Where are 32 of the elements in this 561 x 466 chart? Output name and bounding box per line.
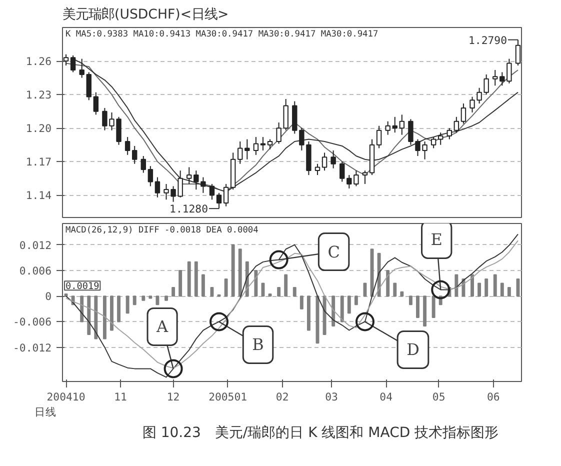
x-tick-label: 05 [432, 390, 446, 404]
x-tick-label: 02 [276, 390, 289, 404]
chart-title: 美元瑞郎(USDCHF)<日线> [62, 6, 229, 22]
y-tick-label: 1.14 [26, 189, 52, 202]
annotation: MACD(26,12,9) DIFF -0.0018 DEA 0.0004 [66, 226, 258, 236]
annotation: 1.2790 [468, 34, 507, 47]
annotation: 0.0019 [66, 281, 100, 292]
annotation: C [328, 242, 340, 262]
x-tick-label: 12 [166, 390, 180, 404]
x-axis-title: 日线 [34, 406, 56, 418]
annotation: B [252, 335, 264, 354]
x-tick-label: 200501 [208, 390, 248, 404]
x-tick-label: 04 [380, 390, 393, 404]
x-tick-label: 06 [486, 390, 500, 404]
y-tick-label: 0 [45, 290, 52, 304]
y-tick-label: 1.26 [26, 55, 52, 68]
x-tick-label: 11 [114, 390, 127, 404]
annotation: A [156, 317, 169, 336]
annotation: E [430, 230, 442, 250]
annotation: D [406, 340, 420, 360]
y-tick-label: -0.012 [13, 341, 52, 354]
y-tick-label: 1.17 [26, 156, 52, 169]
y-tick-label: 1.23 [26, 88, 52, 102]
y-tick-label: 1.20 [26, 122, 52, 136]
y-tick-label: 0.006 [19, 264, 52, 278]
x-tick-label: 200410 [46, 390, 86, 404]
y-tick-label: 0.012 [19, 238, 52, 252]
caption: 图 10.23 美元/瑞郎的日 K 线图和 MACD 技术指标图形 [142, 424, 499, 443]
x-tick-label: 03 [325, 390, 338, 404]
annotation: K MA5:0.9383 MA10:0.9413 MA30:0.9417 MA30:0.9417 MA30:0.9417 [66, 30, 378, 40]
annotation: 1.1280 [170, 202, 208, 216]
y-tick-label: -0.006 [13, 316, 52, 329]
